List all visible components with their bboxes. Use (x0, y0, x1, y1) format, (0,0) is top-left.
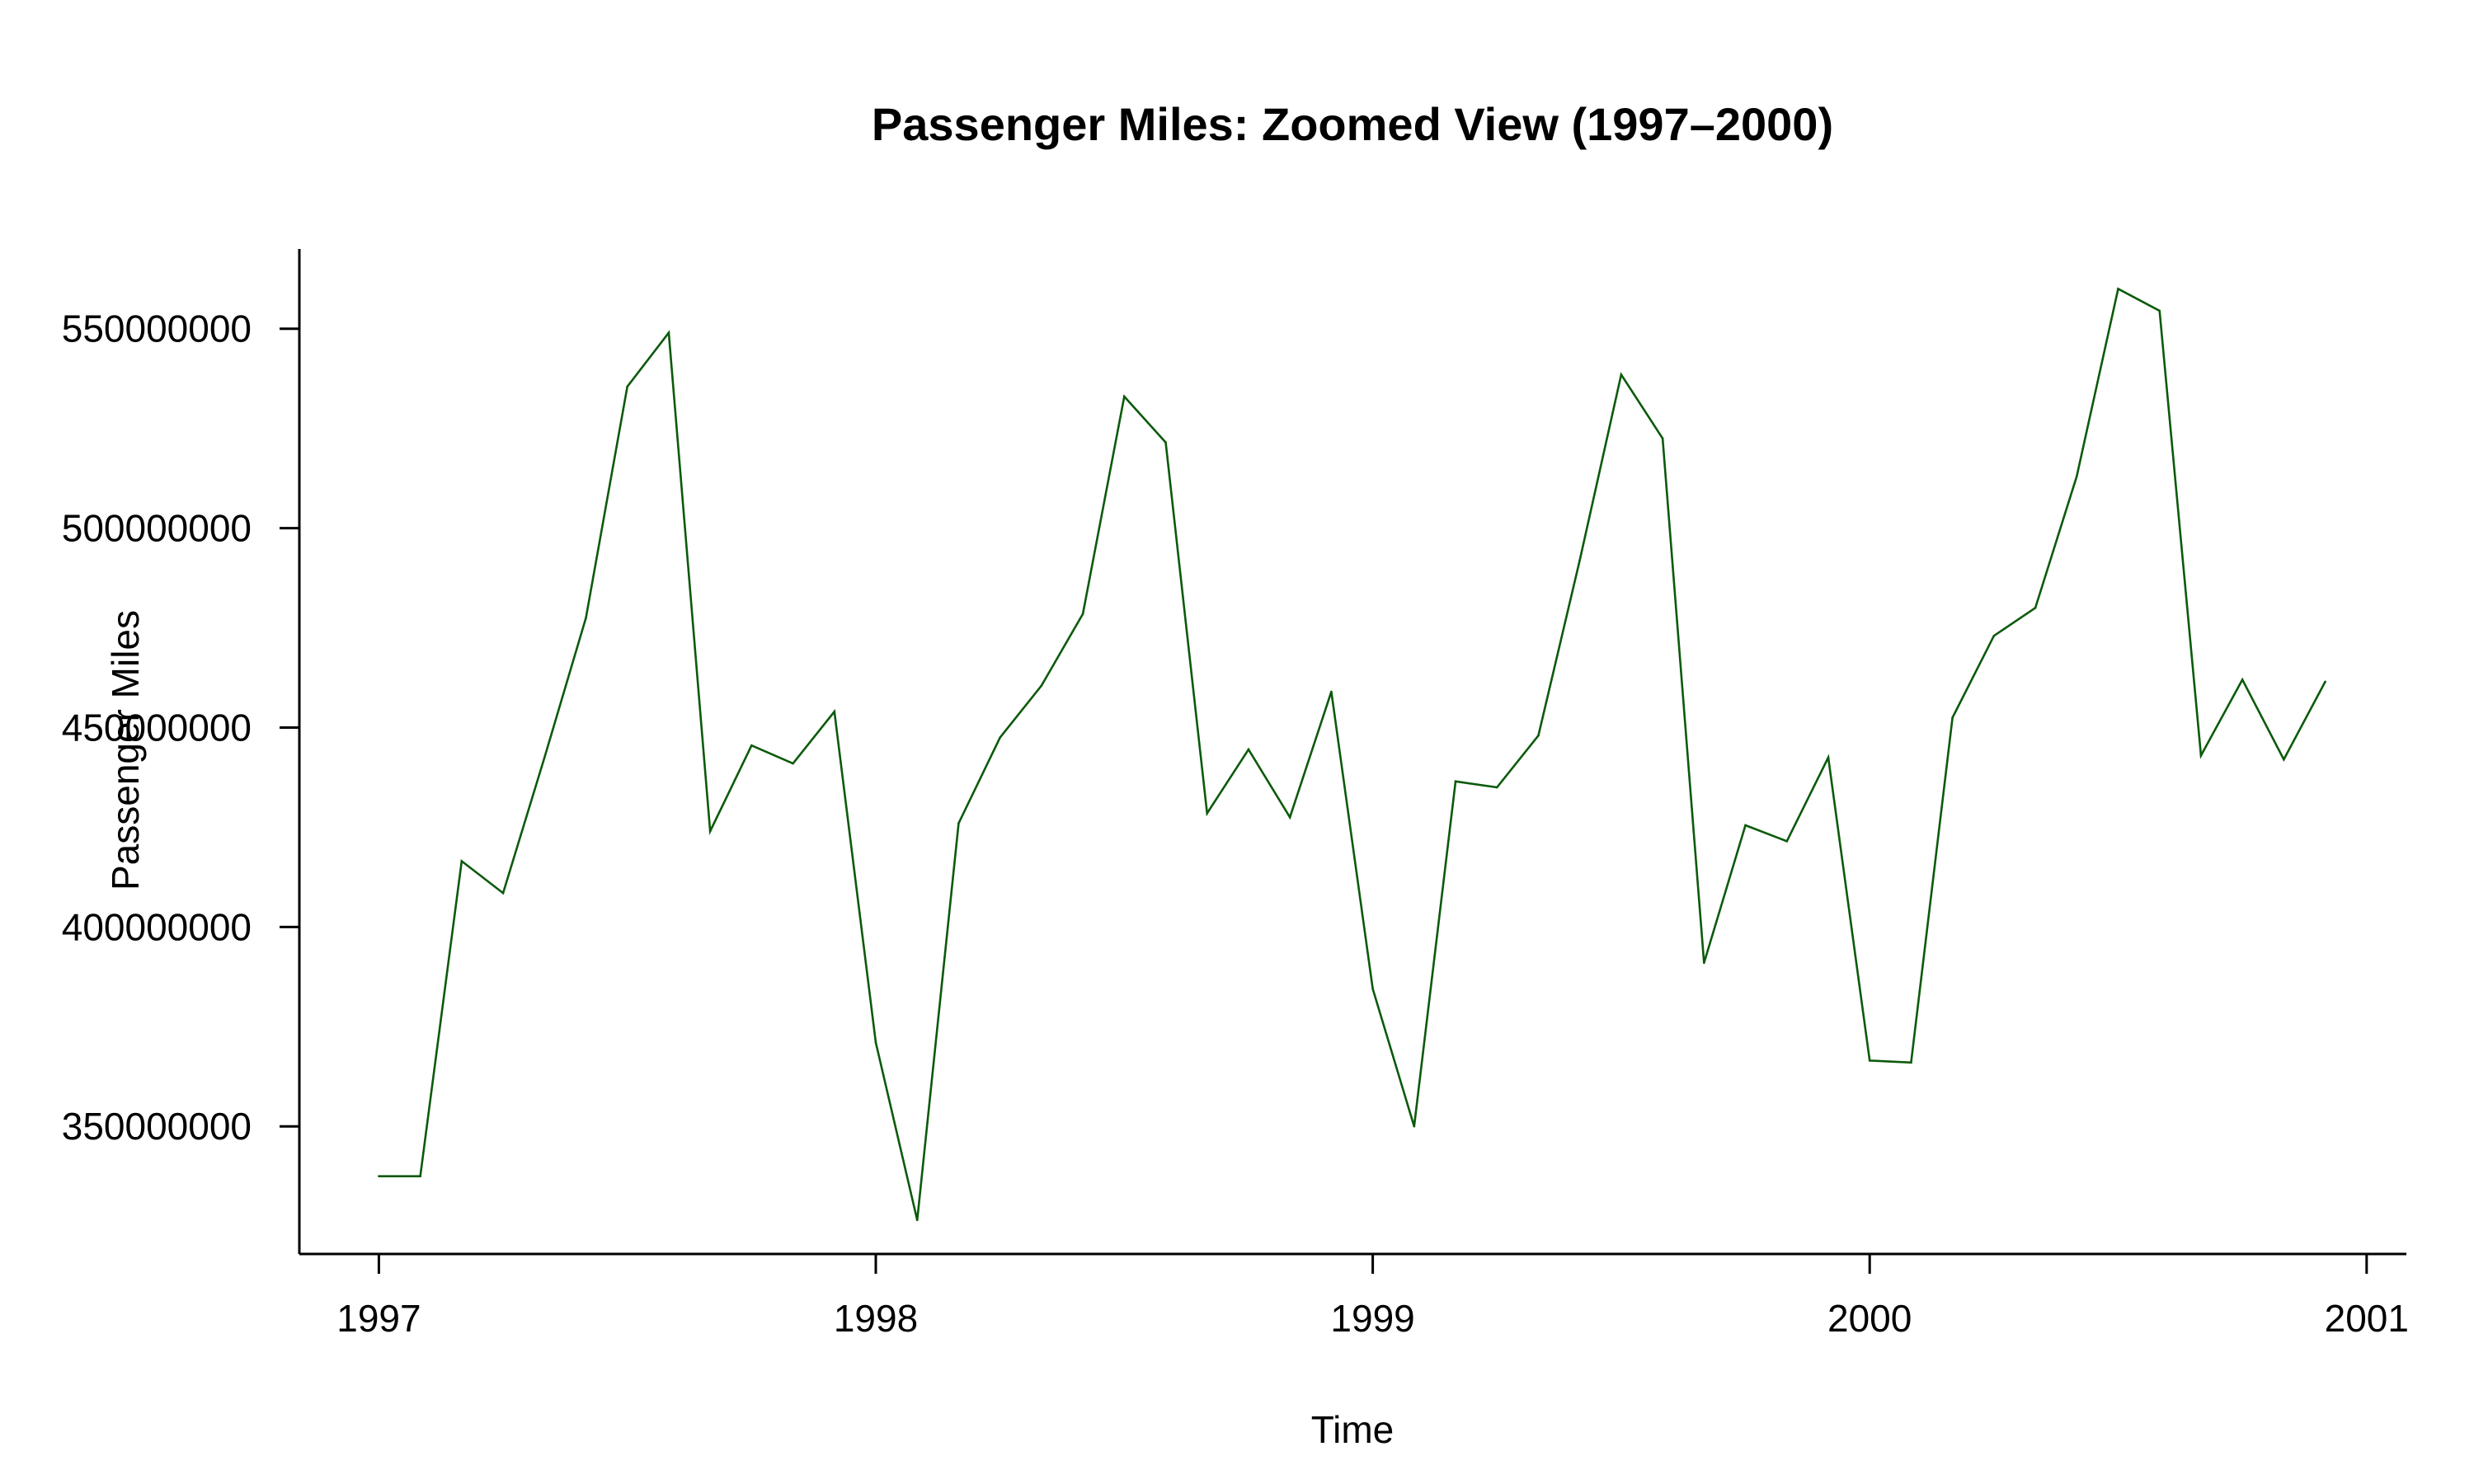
data-point (833, 710, 836, 713)
data-point (957, 822, 960, 824)
data-point (1413, 1125, 1416, 1128)
data-point (1164, 441, 1167, 444)
data-point (626, 385, 629, 388)
x-axis-label: Time (1311, 1408, 1395, 1451)
x-tick-label: 1997 (336, 1297, 421, 1340)
data-point (2283, 758, 2285, 761)
data-point (2241, 679, 2244, 681)
data-point (1744, 824, 1747, 827)
x-tick-label: 1999 (1330, 1297, 1414, 1340)
data-point (1661, 437, 1664, 440)
y-tick-label: 400000000 (62, 905, 252, 948)
data-point (1951, 716, 1954, 719)
data-point (1910, 1061, 1912, 1064)
data-point (419, 1175, 421, 1177)
x-tick-label: 2001 (2325, 1297, 2409, 1340)
data-point (1247, 748, 1250, 751)
chart-title: Passenger Miles: Zoomed View (1997–2000) (872, 98, 1833, 150)
y-tick-label: 350000000 (62, 1105, 252, 1148)
data-point (2034, 607, 2037, 609)
y-tick-label: 500000000 (62, 507, 252, 550)
data-point (2158, 309, 2161, 312)
data-point (792, 762, 794, 765)
data-point (1454, 780, 1457, 783)
data-point (378, 1175, 380, 1177)
data-point (1827, 756, 1830, 759)
data-point (501, 891, 505, 895)
data-point (1040, 684, 1043, 687)
series-line (379, 287, 2326, 1221)
data-point (667, 331, 670, 334)
data-point (1371, 988, 1374, 990)
data-point (750, 744, 753, 747)
data-point (874, 1041, 877, 1044)
x-tick-label: 1998 (834, 1297, 918, 1340)
data-point (1330, 690, 1333, 693)
data-point (1537, 734, 1540, 737)
data-point (999, 736, 1001, 739)
data-point (2117, 288, 2119, 290)
x-tick-label: 2000 (1827, 1297, 1912, 1340)
data-point (708, 829, 712, 833)
y-axis-label: Passenger Miles (104, 610, 147, 890)
data-point (543, 756, 546, 759)
data-point (1206, 812, 1209, 815)
data-point (1620, 373, 1623, 376)
data-point (2075, 475, 2078, 478)
data-point (585, 617, 587, 619)
data-point (1288, 816, 1291, 819)
data-point (1578, 559, 1581, 561)
data-point (1703, 961, 1705, 965)
data-point (460, 860, 463, 862)
y-tick-label: 450000000 (62, 706, 252, 749)
plot-area: 1997 1998 1999 2000 2001 350000000 400000000 45… (62, 249, 2409, 1340)
y-tick-label: 550000000 (62, 308, 252, 350)
data-point (1081, 613, 1084, 615)
data-point (2199, 754, 2203, 757)
data-point (1868, 1059, 1871, 1062)
data-point (2324, 680, 2326, 683)
data-point (1785, 840, 1789, 843)
data-point (1123, 395, 1126, 398)
data-point (915, 1219, 919, 1222)
data-point (1992, 634, 1996, 637)
data-point (1495, 786, 1498, 789)
